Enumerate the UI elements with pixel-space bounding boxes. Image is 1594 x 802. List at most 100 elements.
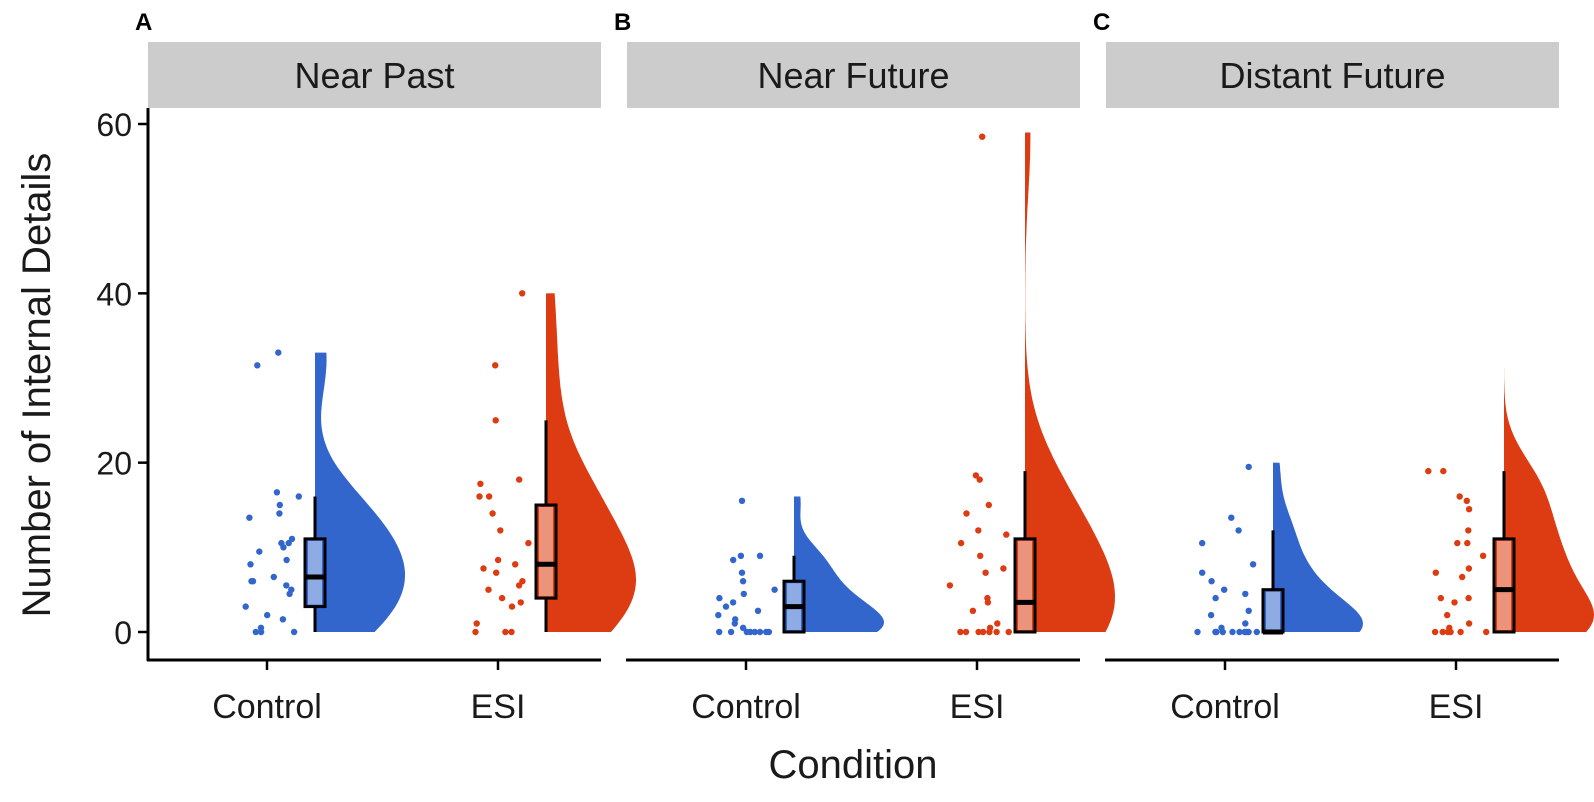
data-point [1459, 573, 1466, 581]
data-point [295, 493, 302, 500]
data-point [476, 493, 483, 500]
data-point [489, 510, 496, 517]
data-point [1465, 594, 1472, 602]
data-point [276, 510, 283, 517]
data-point [498, 594, 506, 602]
data-point [751, 628, 758, 636]
data-point [248, 578, 255, 585]
data-point [257, 628, 265, 636]
data-point [480, 565, 487, 572]
data-point [1425, 467, 1432, 475]
data-point [747, 628, 754, 636]
data-point [963, 510, 970, 517]
data-point [1463, 497, 1471, 504]
data-point [739, 624, 747, 631]
data-point [283, 582, 290, 589]
data-point [1431, 628, 1439, 636]
data-point [473, 620, 480, 627]
data-point [485, 586, 492, 593]
x-tick-label: ESI [950, 688, 1005, 726]
data-point [283, 556, 290, 564]
data-point [246, 514, 253, 521]
data-point [977, 552, 984, 559]
panel-c: C Distant Future Control ESI [1093, 9, 1594, 726]
data-point [1451, 599, 1458, 606]
facet-strip [627, 42, 1080, 108]
data-point [738, 569, 746, 576]
data-point [256, 548, 263, 555]
data-point [731, 620, 738, 627]
data-point [525, 539, 532, 547]
data-point [515, 582, 523, 589]
data-point [969, 607, 977, 614]
group-esi: ESI [946, 132, 1115, 726]
x-tick-label: Control [691, 688, 801, 726]
data-point [982, 569, 989, 576]
data-point [280, 544, 287, 551]
x-tick-label: ESI [1429, 688, 1484, 726]
data-point [516, 476, 523, 483]
data-point [1005, 628, 1012, 636]
data-point [962, 628, 970, 636]
group-control: Control [1170, 462, 1363, 726]
data-point [754, 607, 762, 614]
data-point [1212, 594, 1219, 602]
facet-strip [1106, 42, 1559, 108]
violin-half [794, 496, 884, 632]
data-point [1242, 590, 1249, 598]
data-point [722, 603, 730, 610]
data-point [1242, 620, 1249, 627]
data-point [512, 561, 519, 568]
data-point [756, 628, 764, 636]
data-point [254, 362, 261, 369]
y-tick-label: 20 [96, 446, 132, 482]
data-point [972, 472, 980, 479]
data-point [242, 603, 249, 610]
data-point [715, 611, 722, 619]
box-highlight [308, 540, 322, 605]
data-point [1253, 628, 1261, 636]
box-highlight [539, 507, 553, 597]
facet-strip-title: Distant Future [1219, 55, 1445, 96]
data-point [1439, 628, 1446, 636]
data-point [730, 556, 737, 564]
violin-half [1273, 462, 1363, 632]
data-point [737, 552, 745, 559]
x-tick-label: Control [1170, 688, 1280, 726]
data-point [275, 349, 282, 356]
data-point [286, 590, 293, 598]
data-point [1245, 607, 1252, 614]
violin-half [546, 293, 636, 632]
data-point [1199, 539, 1206, 547]
data-point [1464, 539, 1471, 547]
x-tick-label: ESI [471, 688, 526, 726]
data-point [946, 582, 954, 589]
data-point [519, 290, 526, 297]
box-iqr [1013, 537, 1037, 634]
data-point [975, 628, 982, 636]
group-control: Control [691, 496, 884, 726]
data-point [771, 586, 778, 593]
data-point [975, 527, 982, 534]
data-point [1465, 506, 1473, 513]
data-point [1444, 628, 1452, 636]
data-point [1483, 628, 1490, 636]
group-esi: ESI [1425, 352, 1594, 726]
data-point [252, 628, 259, 636]
data-point [1000, 565, 1007, 572]
data-point [508, 603, 516, 610]
data-point [502, 628, 509, 636]
data-point [1456, 493, 1463, 500]
data-point [727, 628, 735, 636]
data-point [1479, 552, 1487, 559]
data-point [1221, 586, 1228, 593]
data-point [739, 578, 747, 585]
data-point [290, 628, 298, 636]
data-point [979, 133, 986, 140]
x-axis-title: Condition [768, 743, 937, 787]
data-point [1465, 565, 1473, 572]
y-tick-label: 0 [114, 615, 132, 651]
y-axis-title: Number of Internal Details [15, 153, 59, 618]
data-point [1249, 561, 1257, 568]
data-point [1212, 628, 1219, 636]
